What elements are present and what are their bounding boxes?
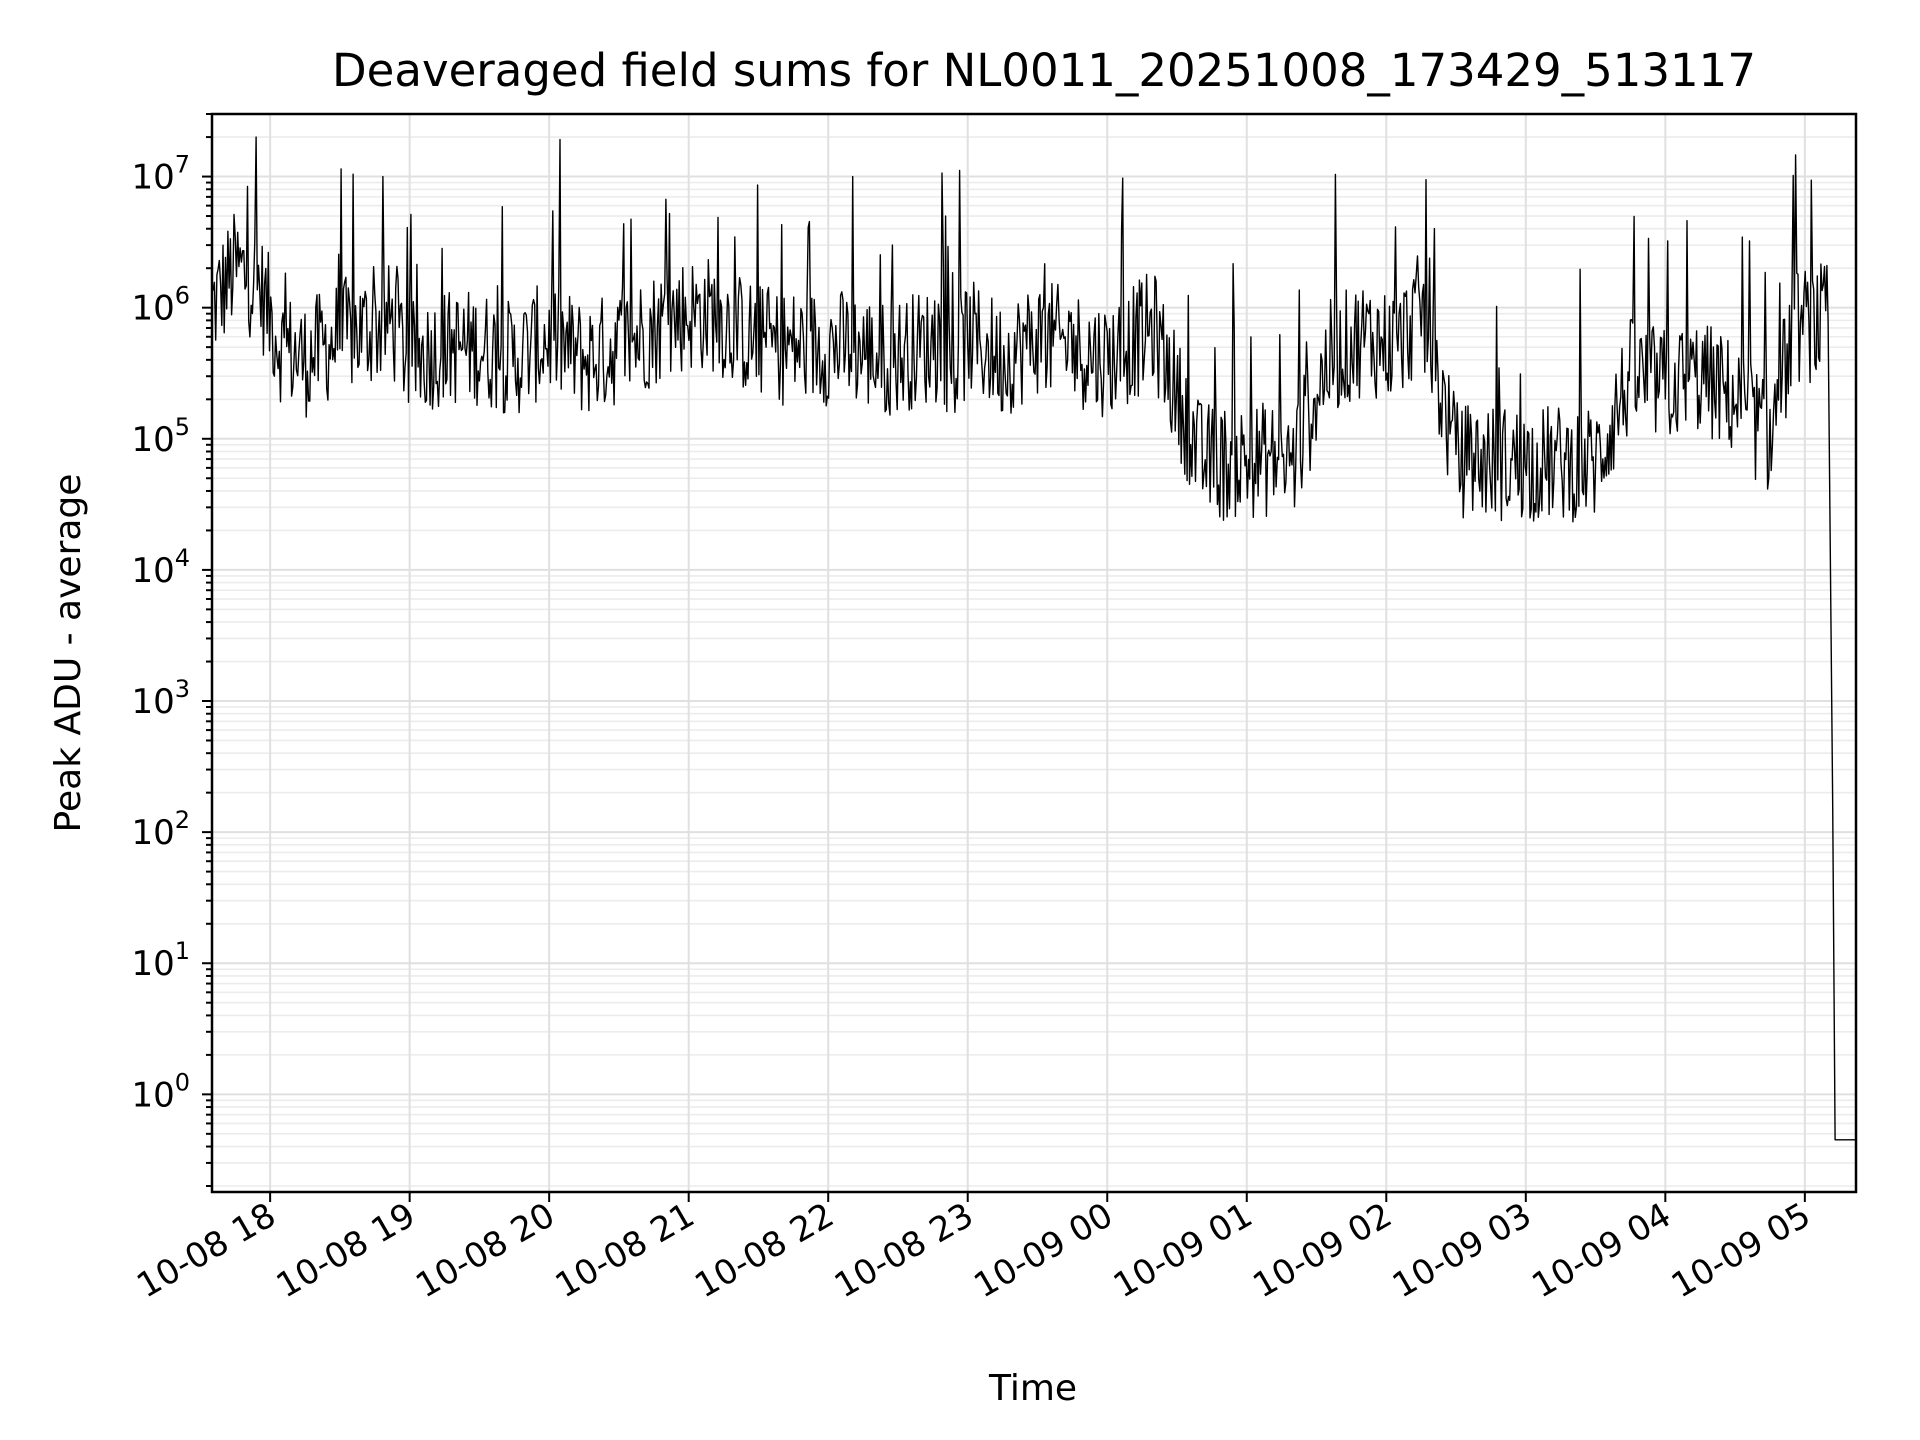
x-axis-label: Time <box>988 1368 1077 1409</box>
y-tick-label: 101 <box>131 937 190 984</box>
y-tick-label: 102 <box>131 806 190 853</box>
y-tick-label: 105 <box>131 413 190 460</box>
y-tick-label: 107 <box>131 151 190 198</box>
y-axis-label: Peak ADU - average <box>48 474 89 833</box>
y-tick-label: 103 <box>131 675 190 722</box>
y-tick-label: 106 <box>131 282 190 329</box>
y-axis: 100 101 102 103 104 105 106 107 <box>131 113 212 1188</box>
chart-title: Deaveraged field sums for NL0011_2025100… <box>332 44 1756 97</box>
y-tick-label: 100 <box>131 1068 190 1115</box>
plot-frame <box>210 112 1858 1194</box>
y-tick-label: 104 <box>131 544 190 591</box>
series-line <box>211 136 1856 1141</box>
